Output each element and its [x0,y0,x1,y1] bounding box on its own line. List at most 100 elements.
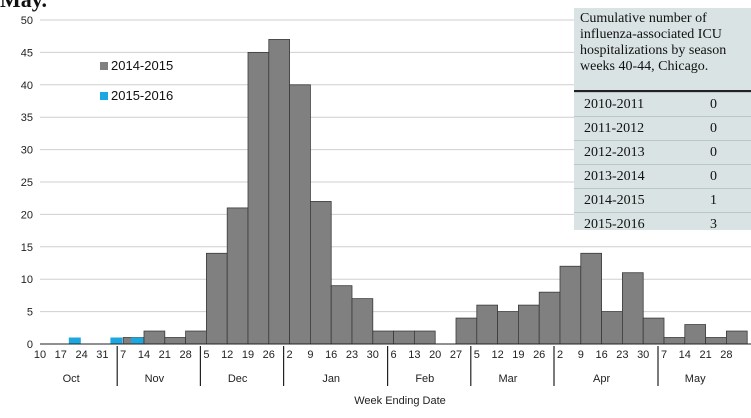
y-tick-label: 35 [21,112,33,124]
y-tick-label: 5 [27,307,33,319]
count-cell: 1 [710,193,717,208]
x-tick-label: 5 [474,349,480,361]
table-title-line: hospitalizations by season [580,43,727,58]
bar-2014-2015 [497,311,519,345]
table-row: 2015-2016 3 [574,212,751,230]
count-cell: 0 [710,97,717,112]
x-tick-label: 19 [512,349,524,361]
x-tick-label: 16 [325,349,337,361]
x-tick-label: 14 [679,349,691,361]
x-tick-label: 30 [367,349,379,361]
bar-2014-2015 [393,330,415,345]
bar-2014-2015 [622,272,644,345]
x-tick-label: 7 [120,349,126,361]
x-tick-label: 10 [34,349,46,361]
cut-off-caption: May. [0,0,47,13]
bar-2014-2015 [205,252,228,345]
month-label: Mar [499,373,518,385]
table-title: Cumulative number of influenza-associate… [574,8,751,75]
table-title-line: weeks 40-44, Chicago. [580,59,709,74]
x-axis-title: Week Ending Date [354,395,446,407]
table-title-line: Cumulative number of [580,11,707,26]
x-tick-label: 13 [408,349,420,361]
y-tick-label: 50 [21,15,33,27]
x-tick-label: 20 [429,349,441,361]
x-tick-label: 16 [595,349,607,361]
table-row: 2013-2014 0 [574,164,751,189]
bar-2015-2016 [68,337,81,344]
y-tick-label: 25 [21,177,33,189]
x-tick-label: 14 [138,349,150,361]
count-cell: 3 [710,217,717,230]
season-cell: 2015-2016 [584,217,645,230]
bar-2015-2016 [131,337,144,344]
x-tick-label: 21 [159,349,171,361]
count-cell: 0 [710,121,717,136]
bar-2014-2015 [726,330,748,345]
month-label: May [685,373,706,385]
month-label: Dec [228,373,248,385]
season-cell: 2011-2012 [584,121,645,136]
y-tick-label: 15 [21,242,33,254]
x-tick-label: 24 [75,349,87,361]
x-tick-label: 27 [450,349,462,361]
x-tick-label: 12 [221,349,233,361]
x-tick-label: 9 [307,349,313,361]
x-tick-label: 31 [96,349,108,361]
month-label: Nov [145,373,165,385]
bar-2014-2015 [642,317,665,345]
month-label: Jan [322,373,340,385]
season-cell: 2014-2015 [584,193,645,208]
x-tick-label: 2 [287,349,293,361]
y-tick-label: 45 [21,47,33,59]
bar-2014-2015 [185,330,207,345]
legend-swatch [100,62,108,70]
table-row: 2014-2015 1 [574,188,751,213]
count-cell: 0 [710,145,717,160]
bar-2014-2015 [372,330,394,345]
month-label: Feb [415,373,434,385]
table-row: 2012-2013 0 [574,140,751,165]
x-tick-label: 6 [391,349,397,361]
bar-2014-2015 [226,207,249,345]
legend-label: 2015-2016 [111,88,173,103]
x-tick-label: 21 [699,349,711,361]
x-tick-label: 23 [616,349,628,361]
x-tick-label: 23 [346,349,358,361]
bar-2014-2015 [580,252,602,345]
bar-2014-2015 [413,330,436,345]
month-label: Apr [593,373,610,385]
bar-2014-2015 [684,324,706,345]
bar-2014-2015 [518,304,540,345]
x-tick-label: 5 [203,349,209,361]
bar-2014-2015 [143,330,166,345]
bar-2014-2015 [330,285,353,345]
table-row: 2011-2012 0 [574,116,751,141]
x-tick-label: 7 [661,349,667,361]
month-label: Oct [63,373,80,385]
x-tick-label: 2 [557,349,563,361]
legend-swatch [100,92,108,100]
bar-2014-2015 [351,298,374,345]
bar-2014-2015 [268,39,290,345]
bar-2014-2015 [455,317,478,345]
bar-2014-2015 [663,337,686,345]
table-header-rule [574,90,751,92]
x-tick-label: 19 [242,349,254,361]
cumulative-hospitalizations-table: Cumulative number of influenza-associate… [574,8,751,230]
bar-2014-2015 [247,52,270,345]
bar-2015-2016 [110,337,123,344]
x-tick-label: 28 [179,349,191,361]
bar-2014-2015 [559,265,582,345]
y-tick-label: 30 [21,145,33,157]
table-title-line: influenza-associated ICU [580,27,722,42]
bar-2014-2015 [705,337,727,345]
x-tick-label: 28 [720,349,732,361]
season-cell: 2012-2013 [584,145,645,160]
table-row: 2010-2011 0 [574,92,751,117]
legend-label: 2014-2015 [111,58,173,73]
count-cell: 0 [710,169,717,184]
bar-2014-2015 [289,84,311,345]
x-tick-label: 17 [55,349,67,361]
y-tick-label: 0 [27,339,33,351]
